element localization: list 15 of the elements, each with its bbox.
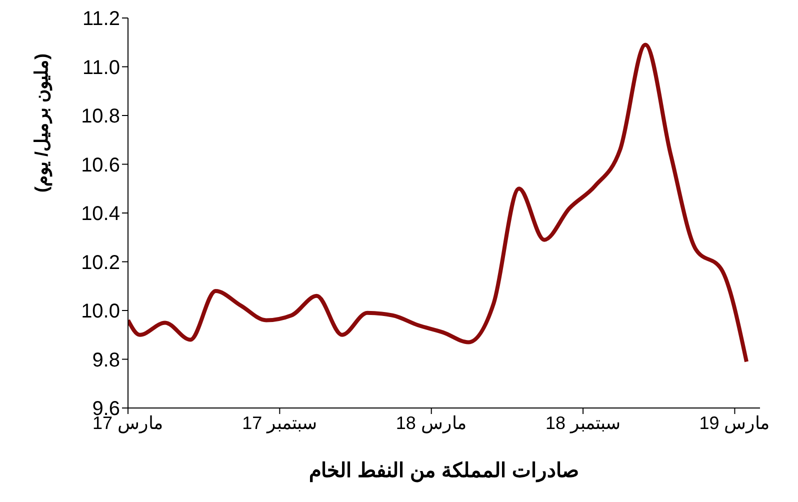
y-tick-label: 9.8 bbox=[92, 349, 120, 372]
y-tick-label: 10.4 bbox=[81, 203, 120, 226]
y-tick-label: 10.2 bbox=[81, 252, 120, 274]
y-tick-label: 10.0 bbox=[81, 300, 120, 323]
y-axis-title: (مليون برميل/ يوم) bbox=[31, 53, 52, 193]
x-tick-label: سبتمبر 18 bbox=[546, 412, 621, 434]
line-series bbox=[128, 42, 749, 364]
y-tick-label: 11.0 bbox=[82, 56, 120, 79]
x-axis-title: صادرات المملكة من النفط الخام bbox=[308, 459, 580, 483]
x-tick-label: مارس 18 bbox=[396, 412, 467, 434]
x-tick-label: مارس 19 bbox=[699, 412, 770, 434]
y-tick-label: 10.6 bbox=[81, 154, 120, 176]
y-tick-label: 11.2 bbox=[82, 8, 120, 30]
y-tick-label: 10.8 bbox=[81, 106, 120, 128]
x-tick-label: سبتمبر 17 bbox=[242, 412, 318, 434]
